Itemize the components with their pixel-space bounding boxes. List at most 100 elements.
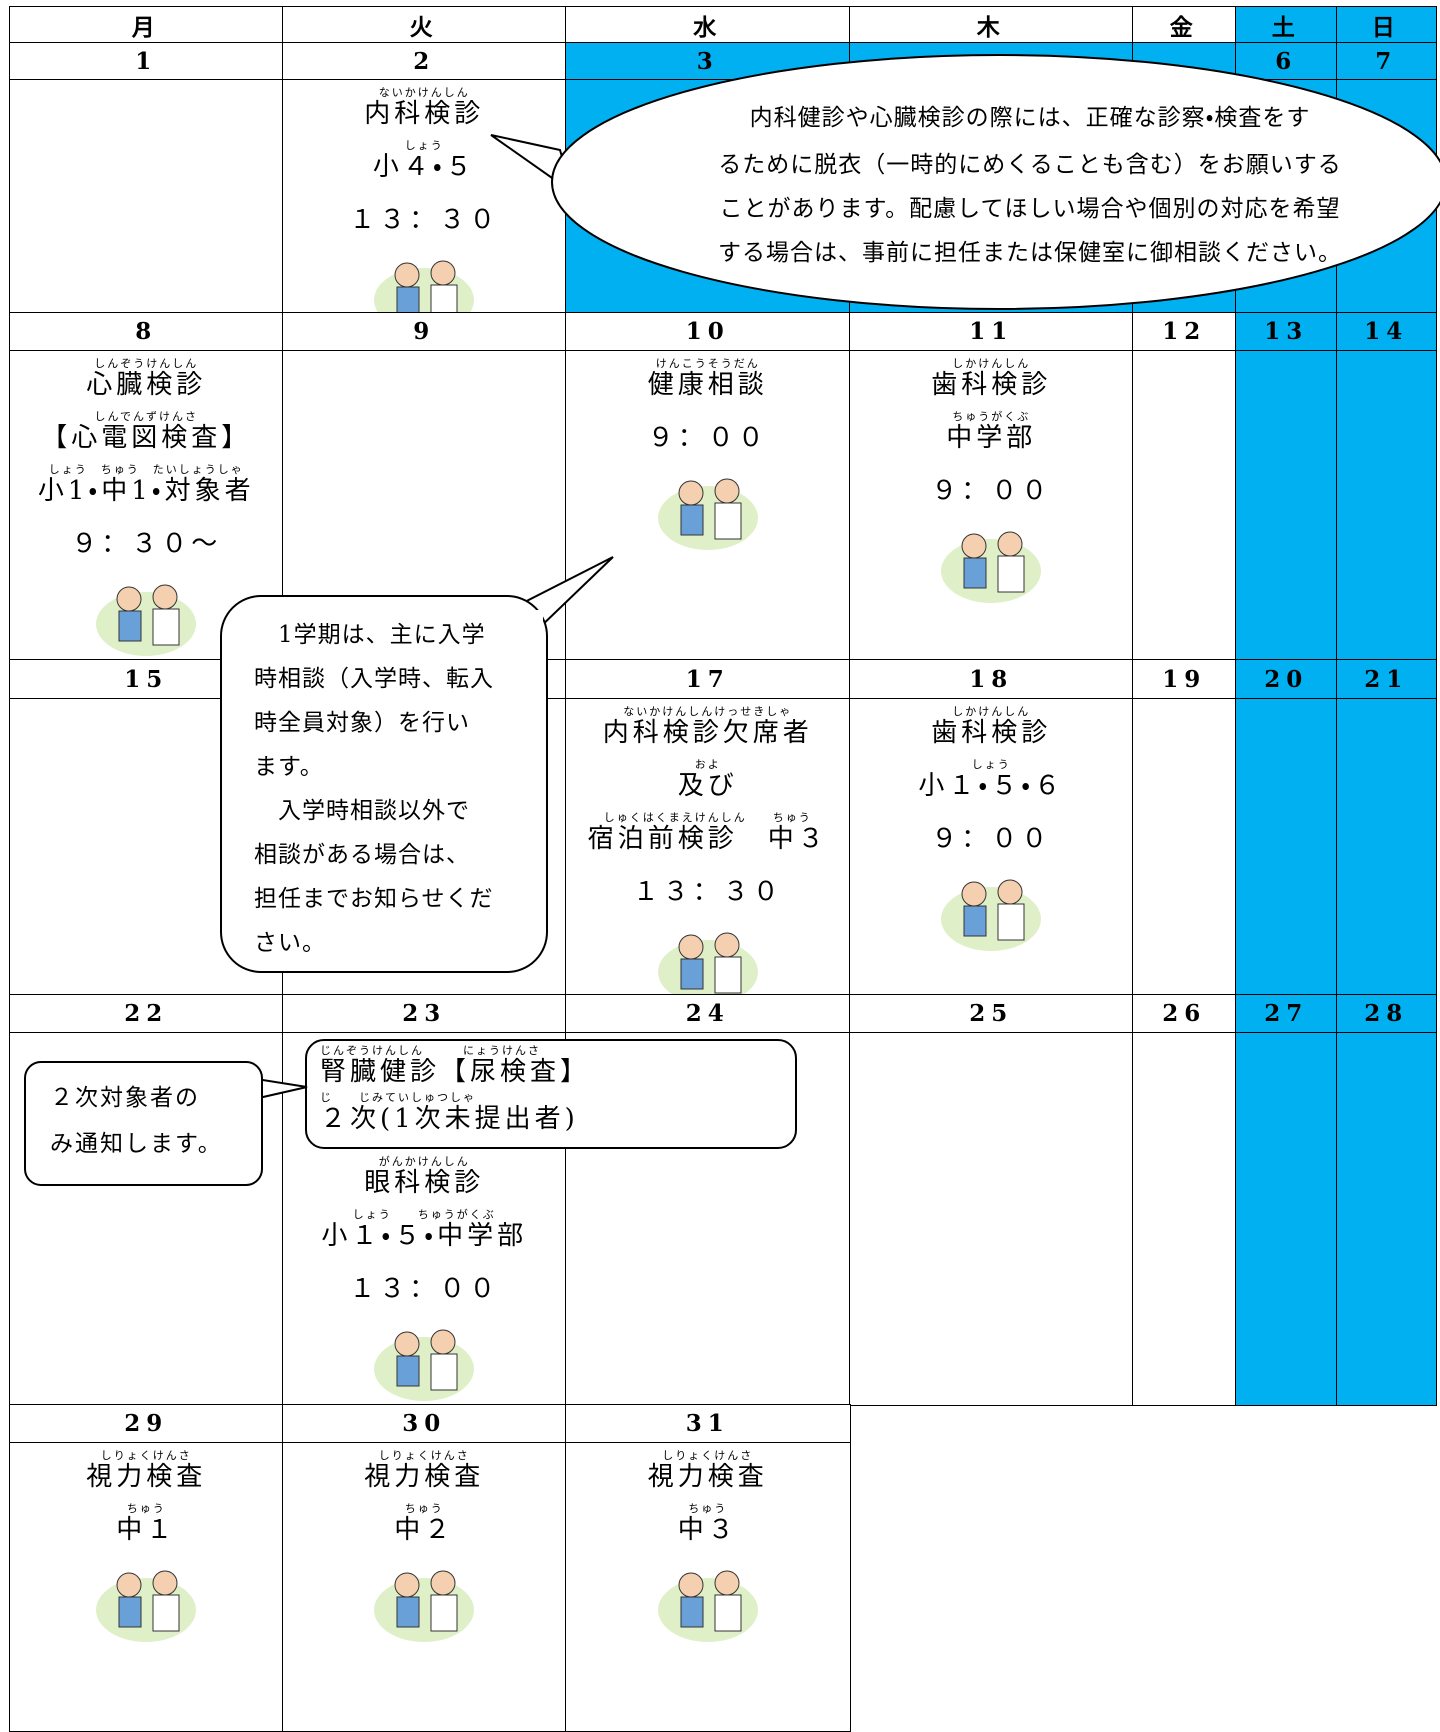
illustration (374, 1570, 475, 1642)
day-header: 月 (9, 6, 284, 44)
entry-text: 視力検査 (647, 1462, 768, 1492)
entry-text: ２次(1次未提出者) (320, 1104, 579, 1134)
furigana: しゅくはくまえけんしん ちゅう (603, 811, 812, 824)
furigana: およ (694, 758, 721, 771)
entry: ちゅう 中３ (678, 1502, 738, 1545)
entry: しゅくはくまえけんしん ちゅう 宿泊前検診 中３ (588, 811, 828, 854)
date-cell: 19 (1132, 659, 1237, 700)
entry-text: 眼科検診 (364, 1168, 485, 1198)
date-cell: 13 (1235, 312, 1338, 352)
illustration (941, 531, 1042, 603)
entry: ちゅう 中１ (116, 1502, 176, 1545)
entry-text: 中２ (394, 1515, 455, 1545)
furigana: がんかけんしん (378, 1155, 470, 1168)
entry-text: 歯科検診 (931, 718, 1052, 748)
furigana: ちゅう (404, 1502, 444, 1515)
entry-text: ９：００ (931, 824, 1052, 854)
note-text: ます。 (254, 754, 324, 780)
entry: しょう 小１・５・６ (918, 758, 1064, 801)
entry-text: 健康相談 (647, 370, 768, 400)
day-header: 土 (1235, 6, 1338, 44)
entry: しりょくけんさ 視力検査 (364, 1449, 484, 1492)
entry-text: 歯科検診 (931, 370, 1052, 400)
note-text: み通知します。 (50, 1131, 223, 1157)
entry: しんぞうけんしん 心臓検診 (86, 357, 206, 400)
entry: しかけんしん 歯科検診 (931, 357, 1051, 400)
illustration (374, 1329, 475, 1401)
note-text: 内科健診や心臓検診の際には、正確な診察・検査をす (749, 105, 1311, 131)
day-header: 日 (1336, 6, 1437, 44)
entry-text: 内科検診 (364, 99, 485, 129)
entry: ないかけんしんけっせきしゃ 内科検診欠席者 (603, 705, 813, 748)
furigana: しかけんしん (952, 705, 1031, 718)
day-cell: しかけんしん 歯科検診 しょう 小１・５・６ ９：００ (849, 698, 1134, 996)
illustration (657, 478, 758, 550)
day-cell (1132, 1032, 1237, 1406)
furigana: ないかけんしんけっせきしゃ (623, 705, 793, 718)
entry: しょう ちゅうがくぶ 小１・５・中学部 (321, 1208, 527, 1251)
date-cell: 9 (282, 312, 567, 352)
furigana: しりょくけんさ (662, 1449, 754, 1462)
furigana: しょう ちゅう たいしょうしゃ (48, 463, 244, 476)
date-cell: 22 (9, 994, 284, 1034)
furigana: しょう ちゅうがくぶ (352, 1208, 496, 1221)
entry: １３：３０ (349, 192, 499, 235)
entry-text: １３：００ (349, 1274, 500, 1304)
illustration (374, 260, 475, 313)
note-text: 時相談（入学時、転入 (254, 666, 494, 692)
entry: じ じみていしゅつしゃ ２次(1次未提出者) (320, 1091, 590, 1134)
entry: しょう ちゅう たいしょうしゃ 小1・中1・対象者 (38, 463, 255, 506)
note-text: 時全員対象）を行い (254, 710, 470, 736)
note-text: 担任までお知らせくだ (254, 886, 494, 912)
furigana: ちゅうがくぶ (952, 410, 1031, 423)
day-cell (1235, 698, 1338, 996)
date-cell: 18 (849, 659, 1134, 700)
day-cell (1336, 698, 1437, 996)
furigana: しりょくけんさ (378, 1449, 470, 1462)
day-cell (1132, 350, 1237, 661)
entry: しょう 小４・５ (373, 139, 476, 182)
entry-text: １３：３０ (349, 205, 500, 235)
note-text: さい。 (254, 930, 326, 956)
entry: しんでんずけんさ 【心電図検査】 (41, 410, 251, 453)
entry-text: 視力検査 (364, 1462, 485, 1492)
illustration (96, 584, 197, 656)
illustration (96, 1570, 197, 1642)
day-cell: しかけんしん 歯科検診 ちゅうがくぶ 中学部 ９：００ (849, 350, 1134, 661)
entry-text: ９：００ (931, 476, 1052, 506)
note-text: ことがあります。配慮してほしい場合や個別の対応を希望 (719, 196, 1341, 222)
note-text: るために脱衣（一時的にめくることも含む）をお願いする (718, 152, 1342, 178)
entry: しりょくけんさ 視力検査 (648, 1449, 768, 1492)
date-cell: 21 (1336, 659, 1437, 700)
day-cell (1132, 698, 1237, 996)
date-cell: 10 (565, 312, 851, 352)
furigana: ちゅう (688, 1502, 728, 1515)
entry-text: 宿泊前検診 中３ (587, 824, 828, 854)
entry-text: 【心電図検査】 (41, 423, 252, 453)
entry-text: 中学部 (946, 423, 1037, 453)
date-cell: 25 (849, 994, 1134, 1034)
entry: じんぞうけんしん にょうけんさ 腎臓健診【尿検査】 (320, 1044, 590, 1087)
date-cell: 28 (1336, 994, 1437, 1034)
entry: ちゅうがくぶ 中学部 (946, 410, 1036, 453)
day-cell: しりょくけんさ 視力検査 ちゅう 中３ (565, 1442, 851, 1732)
entry-text: ９：００ (647, 423, 768, 453)
entry: １３：３０ (633, 864, 783, 907)
day-header: 水 (565, 6, 851, 44)
illustration (657, 1570, 758, 1642)
entry: ９：３０～ (71, 516, 221, 559)
day-cell: しりょくけんさ 視力検査 ちゅう 中１ (9, 1442, 284, 1732)
entry: しかけんしん 歯科検診 (931, 705, 1051, 748)
day-cell: しりょくけんさ 視力検査ちゅう 中２ (282, 1442, 567, 1732)
entry-text: 腎臓健診【尿検査】 (320, 1057, 591, 1087)
furigana: ちゅう (126, 1502, 166, 1515)
entry-text: 及び (677, 771, 738, 801)
day-cell: ないかけんしんけっせきしゃ 内科検診欠席者およ 及びしゅくはくまえけんしん ちゅう宿… (565, 698, 851, 996)
entry-text: １３：３０ (632, 877, 783, 907)
note-text: 入学時相談以外で (254, 798, 470, 824)
date-cell: 8 (9, 312, 284, 352)
notice-box: じんぞうけんしん にょうけんさ 腎臓健診【尿検査】じ じみていしゅつしゃ ２次(1次… (320, 1044, 590, 1138)
day-cell (1336, 350, 1437, 661)
furigana: しんぞうけんしん (94, 357, 199, 370)
